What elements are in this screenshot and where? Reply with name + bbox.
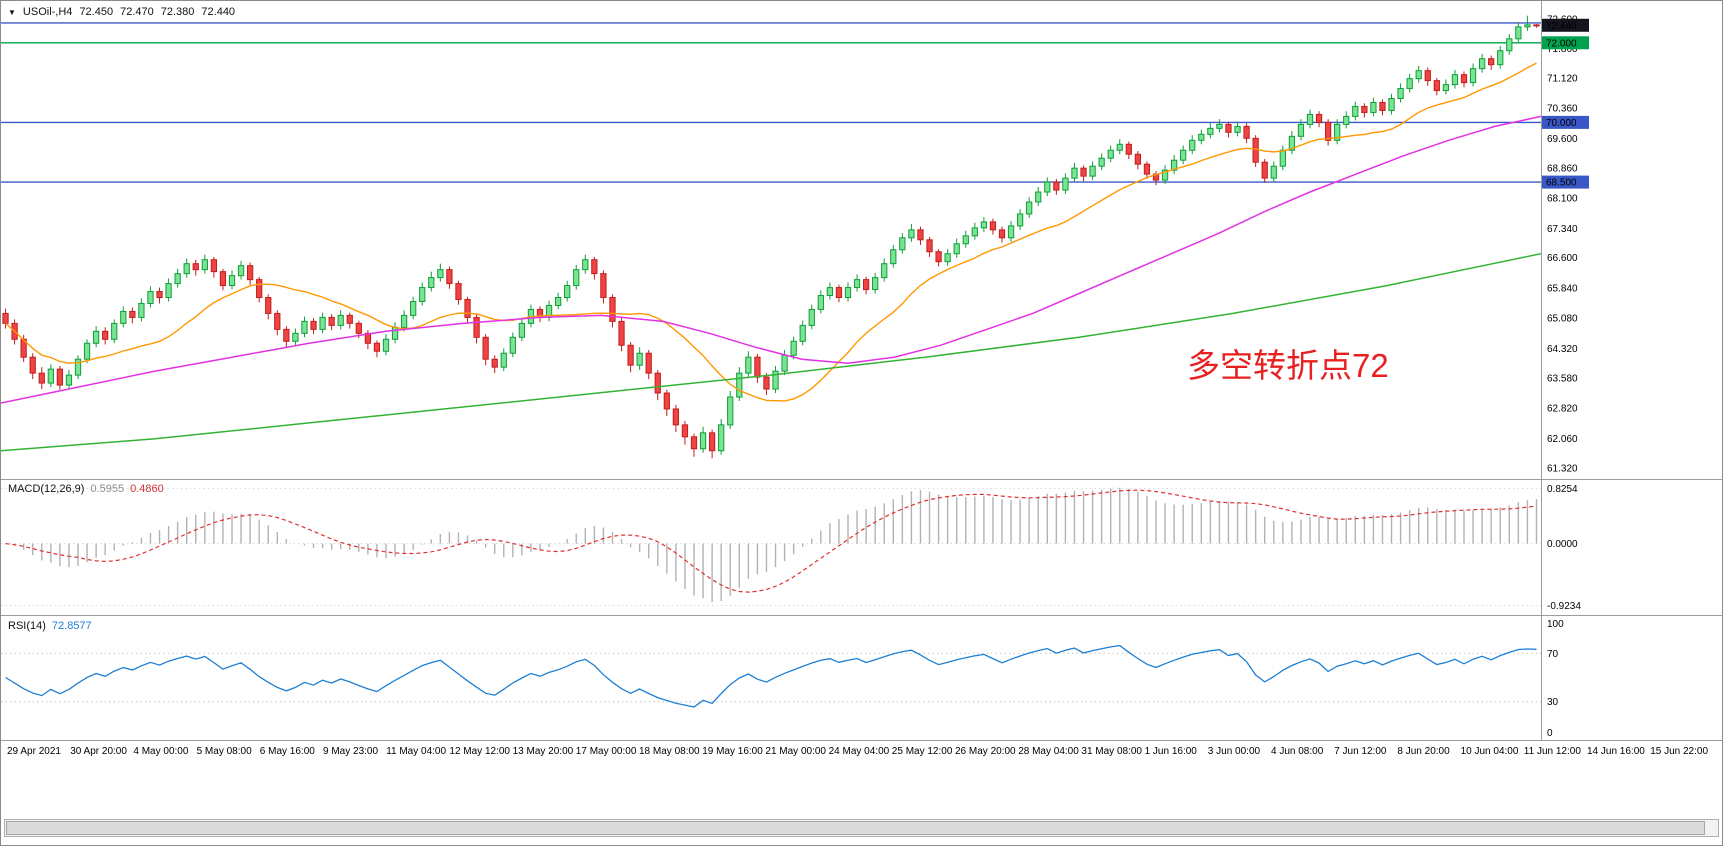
svg-text:100: 100 (1547, 619, 1564, 630)
svg-text:9 May 23:00: 9 May 23:00 (323, 746, 378, 757)
svg-text:5 May 08:00: 5 May 08:00 (197, 746, 252, 757)
svg-text:62.060: 62.060 (1547, 434, 1578, 445)
svg-text:3 Jun 00:00: 3 Jun 00:00 (1208, 746, 1261, 757)
ohlc-low: 72.380 (160, 6, 195, 18)
ohlc-close: 72.440 (201, 6, 236, 18)
svg-text:10 Jun 04:00: 10 Jun 04:00 (1461, 746, 1519, 757)
svg-text:13 May 20:00: 13 May 20:00 (513, 746, 574, 757)
rsi-value: 72.8577 (51, 620, 92, 632)
svg-text:70.360: 70.360 (1547, 104, 1578, 115)
ohlc-high: 72.470 (120, 6, 154, 18)
svg-text:69.600: 69.600 (1547, 134, 1578, 145)
ma-fast-line (5, 62, 1537, 402)
svg-text:72.000: 72.000 (1546, 38, 1577, 49)
svg-text:1 Jun 16:00: 1 Jun 16:00 (1145, 746, 1198, 757)
macd-signal-value: 0.4860 (130, 483, 164, 495)
svg-text:68.100: 68.100 (1547, 194, 1578, 205)
svg-text:0.8254: 0.8254 (1547, 484, 1578, 495)
price-badges: 72.440 72.000 70.000 68.500 (1542, 18, 1589, 189)
svg-text:18 May 08:00: 18 May 08:00 (639, 746, 700, 757)
svg-text:4 May 00:00: 4 May 00:00 (133, 746, 188, 757)
svg-text:12 May 12:00: 12 May 12:00 (449, 746, 510, 757)
svg-text:30 Apr 20:00: 30 Apr 20:00 (70, 746, 127, 757)
macd-signal-line (5, 489, 1537, 593)
macd-panel-label: MACD(12,26,9) 0.5955 0.4860 (8, 483, 164, 495)
svg-text:4 Jun 08:00: 4 Jun 08:00 (1271, 746, 1324, 757)
svg-text:70: 70 (1547, 649, 1559, 660)
svg-text:8 Jun 20:00: 8 Jun 20:00 (1397, 746, 1450, 757)
macd-indicator-name: MACD(12,26,9) (8, 483, 85, 495)
scrollbar-thumb[interactable] (6, 821, 1706, 835)
rsi-line (5, 644, 1537, 708)
svg-text:71.860: 71.860 (1547, 44, 1578, 55)
symbol-dropdown-icon[interactable]: ▼ (8, 7, 16, 17)
ohlc-open: 72.450 (79, 6, 114, 18)
price-axis-labels: 72.60071.86071.12070.36069.60068.86068.1… (1547, 14, 1578, 474)
time-axis-labels: 29 Apr 2021 30 Apr 20:00 4 May 00:00 5 May … (7, 746, 1708, 757)
horizontal-level-lines (1, 22, 1541, 183)
svg-text:65.080: 65.080 (1547, 314, 1578, 325)
svg-text:6 May 16:00: 6 May 16:00 (260, 746, 315, 757)
svg-text:31 May 08:00: 31 May 08:00 (1081, 746, 1142, 757)
svg-text:71.120: 71.120 (1547, 73, 1578, 84)
candlestick-series (2, 15, 1540, 459)
ma-slow-line (1, 252, 1542, 452)
svg-text:24 May 04:00: 24 May 04:00 (829, 746, 890, 757)
svg-text:26 May 20:00: 26 May 20:00 (955, 746, 1016, 757)
svg-text:66.600: 66.600 (1547, 253, 1578, 264)
ma-mid-line (1, 115, 1542, 404)
svg-text:61.320: 61.320 (1547, 463, 1578, 474)
svg-text:65.840: 65.840 (1547, 283, 1578, 294)
svg-text:21 May 00:00: 21 May 00:00 (765, 746, 826, 757)
horizontal-scrollbar[interactable] (4, 819, 1719, 837)
svg-text:68.860: 68.860 (1547, 163, 1578, 174)
svg-text:19 May 16:00: 19 May 16:00 (702, 746, 763, 757)
svg-text:68.500: 68.500 (1546, 178, 1577, 189)
symbol-title: USOil-,H4 (22, 6, 73, 18)
macd-histogram (13, 487, 1538, 603)
svg-text:62.820: 62.820 (1547, 404, 1578, 415)
macd-main-value: 0.5955 (90, 483, 125, 495)
svg-text:11 May 04:00: 11 May 04:00 (386, 746, 446, 757)
svg-text:25 May 12:00: 25 May 12:00 (892, 746, 953, 757)
svg-text:30: 30 (1547, 697, 1559, 708)
svg-text:64.320: 64.320 (1547, 344, 1578, 355)
annotation-text: 多空转折点72 (1187, 347, 1389, 384)
rsi-panel-label: RSI(14) 72.8577 (8, 620, 92, 632)
svg-text:14 Jun 16:00: 14 Jun 16:00 (1587, 746, 1645, 757)
svg-text:0: 0 (1547, 728, 1553, 739)
rsi-indicator-name: RSI(14) (8, 620, 46, 632)
svg-text:-0.9234: -0.9234 (1547, 601, 1581, 612)
svg-text:67.340: 67.340 (1547, 224, 1578, 235)
svg-text:72.440: 72.440 (1546, 21, 1577, 32)
svg-text:0.0000: 0.0000 (1547, 539, 1578, 550)
svg-text:28 May 04:00: 28 May 04:00 (1018, 746, 1079, 757)
svg-text:17 May 00:00: 17 May 00:00 (576, 746, 637, 757)
svg-text:11 Jun 12:00: 11 Jun 12:00 (1524, 746, 1582, 757)
svg-text:29 Apr 2021: 29 Apr 2021 (7, 746, 61, 757)
svg-text:15 Jun 22:00: 15 Jun 22:00 (1650, 746, 1708, 757)
svg-text:70.000: 70.000 (1546, 118, 1577, 129)
svg-text:7 Jun 12:00: 7 Jun 12:00 (1334, 746, 1387, 757)
chart-header: ▼ USOil-,H4 72.450 72.470 72.380 72.440 (8, 6, 235, 18)
svg-text:63.580: 63.580 (1547, 373, 1578, 384)
